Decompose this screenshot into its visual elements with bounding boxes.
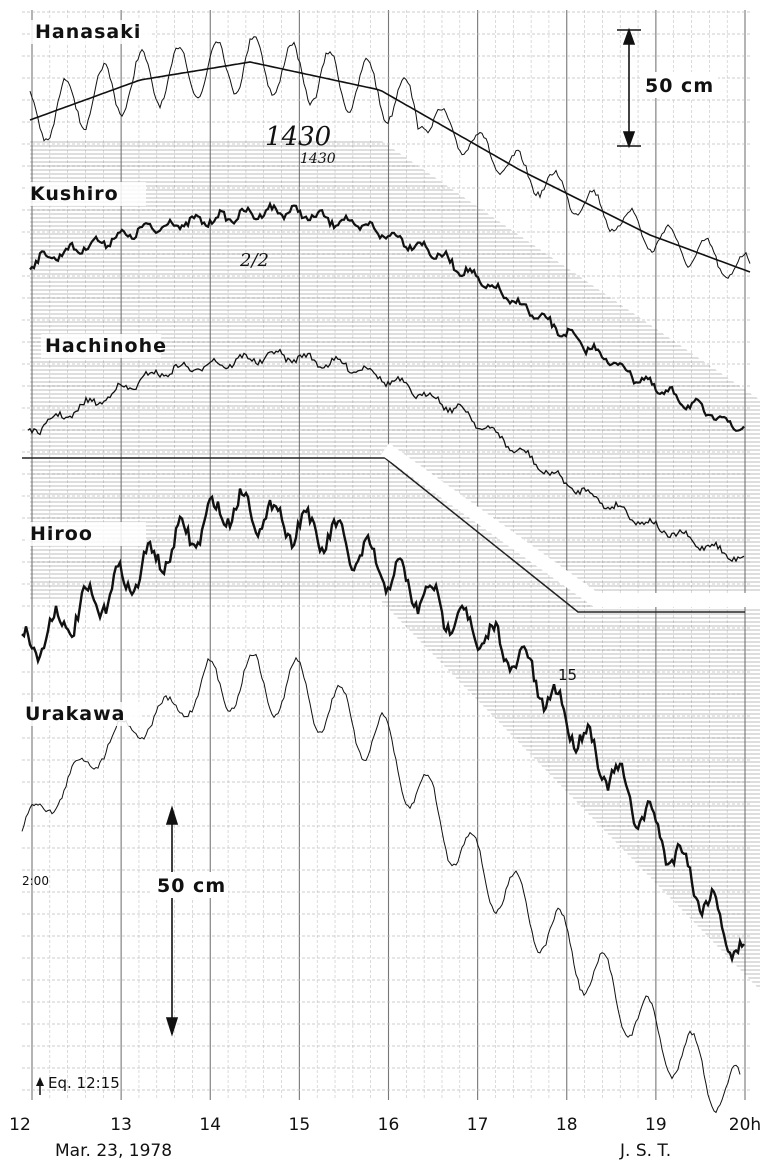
- panel-gap: [380, 443, 769, 607]
- annotation: 15: [558, 666, 577, 684]
- tide-trace: [29, 36, 751, 279]
- eq-arrowhead: [36, 1077, 44, 1086]
- x-tick-label: 14: [199, 1115, 221, 1135]
- x-tick-label: 12: [9, 1115, 31, 1135]
- annotation: 1430: [300, 151, 336, 167]
- label-bg: [41, 334, 161, 358]
- tide-trace: [29, 61, 751, 273]
- x-tick-label: 15: [289, 1115, 311, 1135]
- x-tick-label: 13: [110, 1115, 132, 1135]
- tide-trace: [21, 653, 741, 1114]
- annotation: Eq. 12:15: [48, 1074, 120, 1092]
- chart-grid: [22, 10, 760, 1100]
- timezone-label: J. S. T.: [619, 1141, 671, 1161]
- station-label: Kushiro: [30, 183, 119, 205]
- station-label: Hachinohe: [45, 335, 167, 357]
- scale-label: 50 cm: [157, 875, 226, 897]
- tide-trace: [29, 200, 745, 432]
- x-tick-label: 16: [378, 1115, 400, 1135]
- tide-trace: [27, 348, 745, 563]
- x-tick-label: 19: [645, 1115, 667, 1135]
- panel-boundary: [22, 457, 745, 613]
- label-bg: [21, 702, 141, 726]
- tide-traces: [21, 36, 751, 1114]
- x-tick-label: 20h: [729, 1115, 761, 1135]
- station-label: Hanasaki: [35, 21, 141, 43]
- station-label: Urakawa: [25, 703, 125, 725]
- label-bg: [26, 182, 146, 206]
- label-bg: [31, 20, 151, 44]
- x-tick-label: 17: [467, 1115, 489, 1135]
- scale-label: 50 cm: [645, 75, 714, 97]
- labels: Hanasaki Kushiro Hachinohe Hiroo Urakawa 50 c…: [9, 20, 761, 1161]
- annotation: 1430: [265, 122, 331, 152]
- annotation: 2/2: [239, 250, 269, 271]
- x-tick-label: 18: [556, 1115, 578, 1135]
- tide-trace: [21, 488, 745, 964]
- scale-bar-bottom: [165, 805, 179, 1037]
- station-label: Hiroo: [30, 523, 93, 545]
- label-bg: [150, 872, 228, 898]
- scale-bar-top: [617, 27, 641, 149]
- annotation: 2:00: [22, 874, 49, 888]
- date-label: Mar. 23, 1978: [55, 1141, 172, 1161]
- label-bg: [640, 72, 718, 98]
- label-bg: [26, 522, 146, 546]
